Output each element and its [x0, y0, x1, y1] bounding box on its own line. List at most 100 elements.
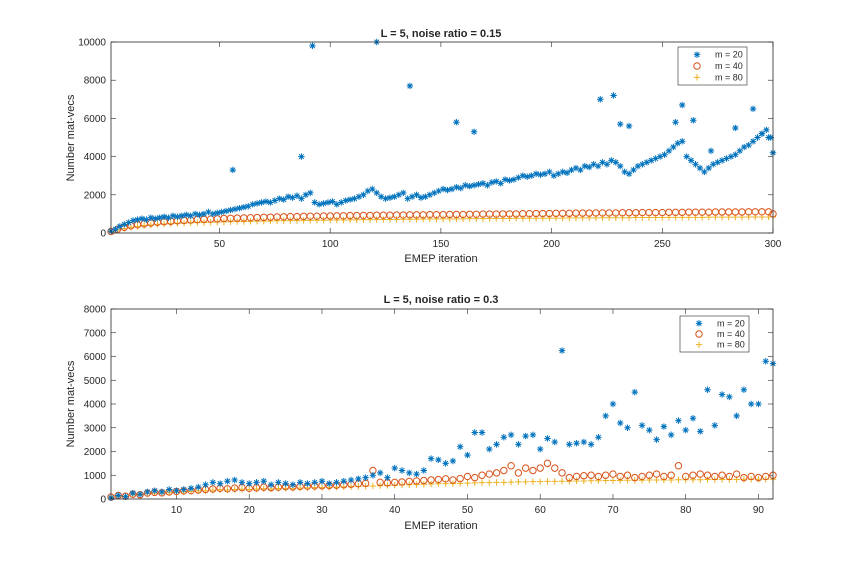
top-point-m20 — [550, 172, 558, 179]
top-point-m80 — [566, 214, 573, 222]
bottom-point-m20 — [420, 467, 428, 474]
bottom-point-m40 — [754, 473, 763, 482]
top-point-m20 — [727, 153, 735, 160]
bottom-legend: m = 20m = 40m = 80 — [679, 315, 750, 353]
bottom-point-m20 — [413, 470, 420, 478]
bottom-point-m40 — [674, 462, 683, 470]
bottom-point-m40 — [478, 471, 486, 479]
top-point-m20 — [196, 211, 203, 219]
top-x-tick-label: 300 — [765, 239, 782, 250]
top-point-m20 — [683, 153, 690, 160]
top-point-m80 — [499, 215, 507, 222]
bottom-axes-box — [110, 308, 774, 500]
bottom-point-m40 — [725, 472, 734, 481]
top-point-m20 — [466, 183, 473, 190]
bottom-point-m20 — [187, 485, 195, 492]
bottom-chart-title: L = 5, noise ratio = 0.3 — [384, 294, 499, 306]
bottom-point-m20 — [755, 400, 762, 408]
bottom-point-m20 — [122, 493, 129, 500]
top-point-m20 — [422, 193, 429, 200]
top-point-m20-outlier — [617, 120, 624, 128]
bottom-point-m80 — [617, 477, 624, 484]
bottom-point-m80 — [558, 477, 566, 485]
bottom-y-tick-label: 8000 — [84, 305, 107, 316]
bottom-point-m20 — [595, 434, 602, 441]
bottom-point-m20 — [326, 480, 333, 487]
top-point-m20 — [630, 166, 637, 174]
top-point-m20 — [749, 138, 757, 145]
bottom-x-tick-label: 40 — [389, 505, 401, 516]
top-point-m80 — [406, 216, 414, 223]
bottom-point-m40 — [652, 470, 661, 478]
bottom-point-m80 — [522, 478, 529, 486]
bottom-point-m20 — [151, 487, 158, 494]
bottom-point-m40 — [456, 474, 464, 483]
bottom-point-m20 — [529, 431, 537, 439]
top-y-axis-label: Number mat-vecs — [65, 94, 77, 181]
top-point-m20 — [763, 126, 770, 134]
top-point-m20 — [276, 195, 283, 202]
top-point-m80 — [393, 216, 400, 223]
top-point-m20 — [484, 182, 491, 189]
bottom-point-m40 — [412, 477, 421, 485]
top-point-m20 — [222, 207, 230, 215]
top-point-m20 — [741, 143, 748, 151]
bottom-point-m20 — [333, 479, 340, 486]
bottom-point-m80 — [689, 476, 697, 483]
top-point-m20 — [679, 138, 686, 145]
bottom-point-m20 — [464, 451, 471, 459]
top-point-m20 — [621, 168, 628, 176]
top-point-m20 — [696, 164, 704, 172]
bottom-point-m20 — [558, 347, 566, 354]
top-point-m20 — [315, 201, 323, 208]
bottom-point-m40 — [427, 476, 435, 484]
bottom-point-m20 — [544, 435, 551, 442]
top-point-m20-outlier — [672, 119, 679, 126]
bottom-point-m20 — [406, 469, 413, 477]
top-point-m20 — [147, 214, 155, 221]
top-point-m20 — [236, 204, 243, 212]
bottom-point-m40 — [209, 485, 217, 493]
bottom-point-m20 — [449, 457, 457, 465]
top-point-m20 — [214, 209, 221, 217]
top-point-m20 — [439, 185, 447, 193]
top-point-m80 — [141, 222, 148, 229]
top-point-m20 — [723, 155, 730, 162]
top-point-m20 — [444, 186, 451, 194]
top-point-m20 — [501, 176, 509, 183]
bottom-point-m40 — [507, 462, 515, 470]
top-point-m20-outlier — [690, 117, 697, 124]
top-point-m20 — [705, 164, 712, 172]
bottom-point-m20 — [173, 487, 180, 494]
top-point-m20 — [311, 199, 318, 206]
top-point-m20 — [732, 151, 739, 158]
bottom-point-m80 — [646, 476, 653, 484]
bottom-point-m20 — [144, 488, 151, 496]
top-point-m80 — [386, 216, 394, 223]
bottom-point-m40 — [500, 466, 508, 475]
top-point-m20 — [369, 185, 376, 193]
top-point-m80 — [572, 214, 580, 222]
top-point-m20 — [395, 191, 403, 198]
top-point-m20 — [736, 147, 743, 155]
bottom-point-m40 — [718, 471, 726, 479]
bottom-point-m80 — [573, 477, 580, 485]
bottom-point-m20 — [398, 467, 406, 474]
bottom-point-m20 — [609, 400, 617, 408]
top-point-m20-outlier — [298, 153, 305, 160]
bottom-point-m80 — [493, 479, 500, 486]
top-point-m20 — [329, 198, 336, 205]
top-point-m20 — [227, 206, 234, 214]
top-point-m80 — [532, 215, 540, 222]
top-point-m20 — [156, 214, 163, 221]
bottom-point-m80 — [318, 484, 326, 491]
top-point-m80 — [519, 215, 527, 222]
top-point-m80 — [280, 217, 287, 224]
top-point-m20 — [577, 166, 584, 174]
bottom-point-m40 — [572, 472, 581, 481]
top-point-m20-outlier — [625, 122, 633, 130]
top-point-m20 — [298, 195, 305, 202]
top-point-m80 — [506, 215, 513, 222]
bottom-panel: L = 5, noise ratio = 0.3 EMEP iteration … — [65, 294, 777, 532]
bottom-point-m20 — [391, 464, 398, 472]
